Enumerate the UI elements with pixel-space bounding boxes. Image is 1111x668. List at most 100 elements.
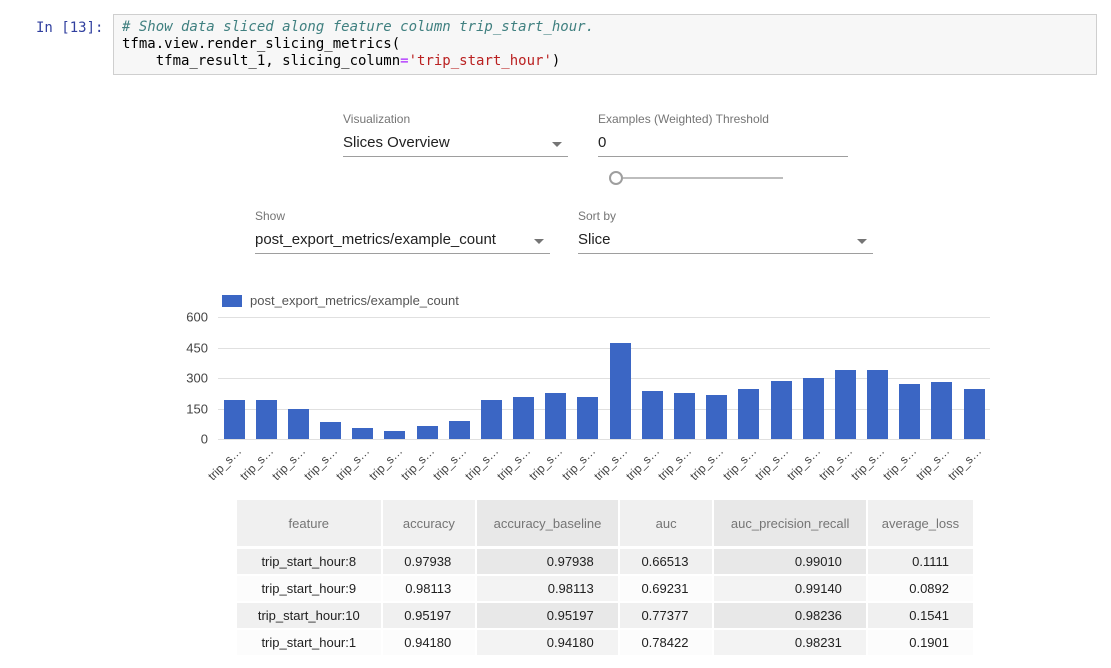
bar-slot (218, 317, 250, 439)
table-cell: trip_start_hour:10 (237, 603, 383, 630)
bar[interactable] (931, 382, 952, 439)
code-token: # Show data sliced along feature column … (122, 19, 594, 35)
gridline (218, 439, 990, 440)
bar-slot (572, 317, 604, 439)
bar[interactable] (320, 422, 341, 439)
bar[interactable] (513, 397, 534, 439)
table-cell: 0.66513 (620, 549, 715, 576)
chevron-down-icon[interactable] (534, 239, 544, 244)
code-token: 'trip_start_hour' (409, 53, 552, 69)
x-tick-slot: trip_s… (958, 442, 990, 484)
chevron-down-icon[interactable] (552, 142, 562, 147)
threshold-control: Examples (Weighted) Threshold (598, 112, 848, 157)
chart-plot: 0150300450600 (218, 317, 990, 439)
y-tick-label: 450 (186, 340, 208, 355)
table-cell: 0.94180 (383, 630, 478, 657)
code-line: # Show data sliced along feature column … (122, 19, 1088, 36)
metrics-table-body: trip_start_hour:80.979380.979380.665130.… (237, 549, 975, 657)
bar-slot (829, 317, 861, 439)
sort-control: Sort by Slice (578, 209, 873, 254)
bar-slot (797, 317, 829, 439)
bar[interactable] (771, 381, 792, 439)
chart-x-labels: trip_s…trip_s…trip_s…trip_s…trip_s…trip_… (218, 442, 990, 484)
header-cell: auc (620, 500, 715, 549)
sort-label: Sort by (578, 209, 873, 223)
threshold-input[interactable] (598, 134, 848, 151)
visualization-value: Slices Overview (343, 134, 450, 151)
bar-slot (347, 317, 379, 439)
bar[interactable] (867, 370, 888, 439)
bar[interactable] (352, 428, 373, 439)
threshold-slider[interactable] (609, 170, 783, 186)
header-cell: average_loss (868, 500, 975, 549)
code-line: tfma.view.render_slicing_metrics( (122, 36, 1088, 53)
chevron-down-icon[interactable] (857, 239, 867, 244)
chart-bars (218, 317, 990, 439)
legend-swatch (222, 295, 242, 307)
bar-slot (765, 317, 797, 439)
bar[interactable] (803, 378, 824, 439)
sort-dropdown[interactable]: Slice (578, 228, 873, 254)
slider-track[interactable] (623, 177, 783, 179)
bar-slot (282, 317, 314, 439)
slider-knob[interactable] (609, 171, 623, 185)
bar[interactable] (674, 393, 695, 439)
table-row: trip_start_hour:80.979380.979380.665130.… (237, 549, 975, 576)
table-cell: 0.1901 (868, 630, 975, 657)
bar[interactable] (545, 393, 566, 439)
bar[interactable] (738, 389, 759, 439)
metrics-table: featureaccuracyaccuracy_baselineaucauc_p… (237, 500, 975, 668)
code-token: tfma_result_1, slicing_column (122, 53, 400, 69)
code-cell[interactable]: # Show data sliced along feature column … (113, 14, 1097, 75)
bar[interactable] (577, 397, 598, 439)
table-cell: trip_start_hour:8 (237, 549, 383, 576)
table-cell: 0.1541 (868, 603, 975, 630)
bar-slot (733, 317, 765, 439)
table-cell: 0.78422 (620, 630, 715, 657)
code-token: ) (552, 53, 560, 69)
bar[interactable] (642, 391, 663, 439)
bar[interactable] (449, 421, 470, 439)
table-cell: 0.0892 (868, 576, 975, 603)
table-cell: 0.98113 (477, 576, 620, 603)
table-cell: 0.98113 (383, 576, 478, 603)
bar[interactable] (706, 395, 727, 439)
bar[interactable] (384, 431, 405, 439)
bar[interactable] (481, 400, 502, 439)
show-dropdown[interactable]: post_export_metrics/example_count (255, 228, 550, 254)
bar[interactable] (256, 400, 277, 439)
bar[interactable] (835, 370, 856, 439)
header-cell: accuracy (383, 500, 478, 549)
notebook-page: In [13]: # Show data sliced along featur… (0, 0, 1111, 668)
table-cell: 0.69231 (620, 576, 715, 603)
bar[interactable] (288, 409, 309, 440)
bar-slot (411, 317, 443, 439)
show-control: Show post_export_metrics/example_count (255, 209, 550, 254)
table-cell: 0.98231 (714, 630, 867, 657)
table-cell: 0.99140 (714, 576, 867, 603)
bar[interactable] (899, 384, 920, 439)
y-tick-label: 600 (186, 310, 208, 325)
bar[interactable] (224, 400, 245, 439)
bar-slot (475, 317, 507, 439)
code-token: = (400, 53, 408, 69)
bar[interactable] (964, 389, 985, 439)
table-cell: 0.1111 (868, 549, 975, 576)
table-cell: trip_start_hour:9 (237, 576, 383, 603)
bar-slot (861, 317, 893, 439)
bar[interactable] (610, 343, 631, 439)
sort-value: Slice (578, 231, 611, 248)
bar-slot (668, 317, 700, 439)
table-cell: 0.94180 (477, 630, 620, 657)
code-area[interactable]: # Show data sliced along feature column … (122, 19, 1088, 70)
bar-slot (636, 317, 668, 439)
table-cell: 0.99010 (714, 549, 867, 576)
visualization-dropdown[interactable]: Slices Overview (343, 131, 568, 157)
y-tick-label: 0 (201, 432, 208, 447)
code-token: tfma.view.render_slicing_metrics( (122, 36, 400, 52)
visualization-control: Visualization Slices Overview (343, 112, 568, 157)
cell-prompt: In [13]: (36, 20, 103, 36)
bar-slot (379, 317, 411, 439)
bar[interactable] (417, 426, 438, 439)
bar-slot (508, 317, 540, 439)
